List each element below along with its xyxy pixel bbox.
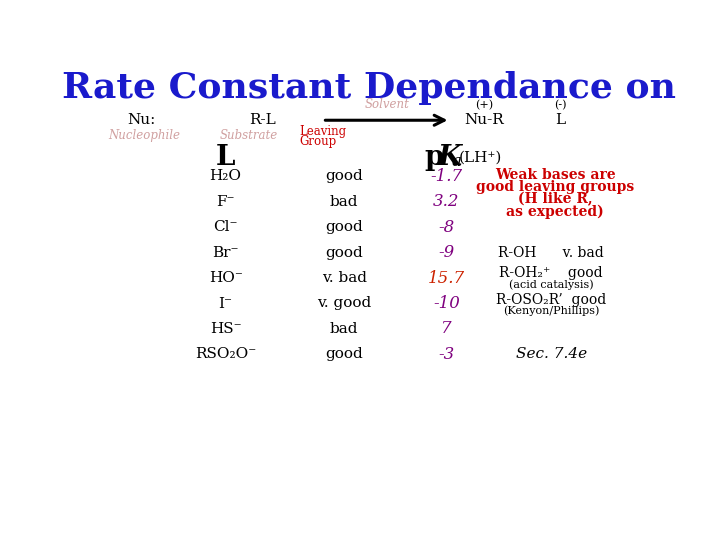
Text: R-OH      v. bad: R-OH v. bad [498, 246, 604, 260]
Text: L: L [216, 144, 235, 171]
Text: Solvent: Solvent [364, 98, 409, 111]
Text: -3: -3 [438, 346, 454, 363]
Text: Nu-R: Nu-R [464, 113, 503, 127]
Text: good leaving groups: good leaving groups [476, 180, 634, 194]
Text: Nu:: Nu: [127, 113, 156, 127]
Text: -8: -8 [438, 219, 454, 236]
Text: bad: bad [330, 322, 359, 336]
Text: bad: bad [330, 195, 359, 209]
Text: (LH⁺): (LH⁺) [459, 150, 503, 164]
Text: I⁻: I⁻ [219, 296, 233, 310]
Text: -9: -9 [438, 244, 454, 261]
Text: v. bad: v. bad [322, 271, 366, 285]
Text: 15.7: 15.7 [428, 269, 465, 287]
Text: H₂O: H₂O [210, 170, 242, 184]
Text: Cl⁻: Cl⁻ [213, 220, 238, 234]
Text: good: good [325, 246, 363, 260]
Text: (+): (+) [474, 100, 492, 110]
Text: (-): (-) [554, 100, 567, 110]
Text: Nucleophile: Nucleophile [108, 129, 180, 142]
Text: 7: 7 [441, 320, 452, 338]
Text: (acid catalysis): (acid catalysis) [509, 280, 593, 291]
Text: p: p [425, 144, 444, 171]
Text: -10: -10 [433, 295, 460, 312]
Text: 3.2: 3.2 [433, 193, 460, 211]
Text: F⁻: F⁻ [217, 195, 235, 209]
Text: R-OSO₂R’  good: R-OSO₂R’ good [496, 293, 606, 307]
Text: HS⁻: HS⁻ [210, 322, 241, 336]
Text: good: good [325, 170, 363, 184]
Text: Group: Group [300, 134, 336, 147]
Text: RSO₂O⁻: RSO₂O⁻ [195, 347, 256, 361]
Text: Weak bases are: Weak bases are [495, 168, 616, 182]
Text: good: good [325, 347, 363, 361]
Text: a: a [451, 153, 461, 170]
Text: HO⁻: HO⁻ [209, 271, 243, 285]
Text: v. good: v. good [317, 296, 372, 310]
Text: (H like R,: (H like R, [518, 192, 593, 207]
Text: good: good [325, 220, 363, 234]
Text: Leaving: Leaving [300, 125, 346, 138]
Text: as expected): as expected) [506, 205, 604, 219]
Text: Rate Constant Dependance on: Rate Constant Dependance on [62, 71, 676, 105]
Text: Sec. 7.4e: Sec. 7.4e [516, 347, 587, 361]
Text: R-OH₂⁺    good: R-OH₂⁺ good [499, 266, 603, 280]
Text: Br⁻: Br⁻ [212, 246, 239, 260]
Text: Substrate: Substrate [220, 129, 278, 142]
Text: (Kenyon/Phillips): (Kenyon/Phillips) [503, 305, 599, 316]
Text: -1.7: -1.7 [431, 168, 462, 185]
Text: L: L [555, 113, 565, 127]
Text: K: K [438, 144, 462, 171]
Text: R-L: R-L [248, 113, 276, 127]
